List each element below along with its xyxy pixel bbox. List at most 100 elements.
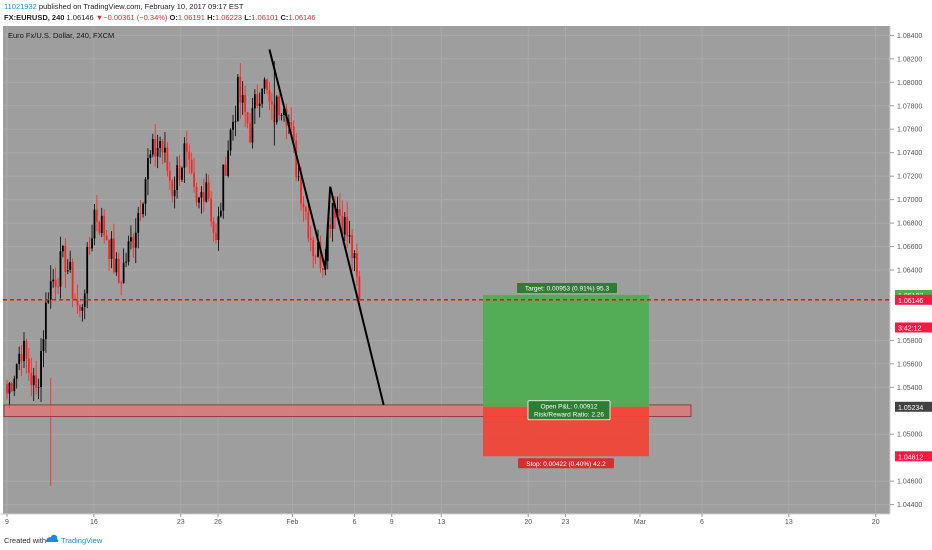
candle-body bbox=[8, 383, 11, 394]
candle-body bbox=[304, 207, 307, 212]
trendline bbox=[324, 186, 332, 269]
price-change: −0.00361 (−0.34%) bbox=[103, 13, 168, 22]
candle-body bbox=[166, 147, 169, 171]
candle-body bbox=[27, 358, 30, 373]
candle-body bbox=[202, 191, 205, 202]
ohlc-line: FX:EURUSD, 240 1.06146 ▼−0.00361 (−0.34%… bbox=[4, 13, 316, 22]
target-label-box bbox=[517, 282, 617, 293]
candle-body bbox=[210, 198, 213, 222]
price-tick-label: 1.04600 bbox=[897, 479, 922, 486]
price-axis-ticks: 1.08400 1.08200 1.08000 1.07800 1.07600 1.074… bbox=[890, 33, 922, 509]
candle-body bbox=[161, 141, 164, 153]
risk-reward-label: Risk/Reward Ratio: 2.26 bbox=[534, 411, 604, 418]
support-zone bbox=[3, 404, 692, 418]
candle-body bbox=[117, 258, 120, 283]
candle-body bbox=[18, 353, 21, 364]
pnl-box bbox=[527, 400, 611, 421]
candle-body bbox=[69, 261, 72, 271]
candle-body bbox=[47, 299, 50, 303]
candle-body bbox=[227, 150, 230, 176]
last-price: 1.06146 bbox=[66, 13, 94, 22]
price-label: 3:42:12 bbox=[898, 325, 921, 332]
price-chart[interactable]: Euro Fx/U.S. Dollar, 240, FXCM Target: 0.… bbox=[0, 26, 932, 526]
candle-body bbox=[30, 372, 33, 386]
candle-body bbox=[275, 96, 278, 123]
candle-body bbox=[343, 216, 346, 235]
candle-body bbox=[302, 203, 305, 208]
candle-body bbox=[13, 378, 16, 392]
candle-body bbox=[188, 151, 191, 160]
candle-body bbox=[309, 238, 312, 240]
candle-body bbox=[110, 238, 113, 259]
candle-body bbox=[120, 282, 123, 284]
candle-body bbox=[42, 339, 45, 351]
candle-body bbox=[10, 383, 13, 392]
candle-body bbox=[35, 375, 38, 388]
candle-body bbox=[156, 147, 159, 157]
candle-body bbox=[207, 182, 210, 199]
candle-body bbox=[219, 210, 222, 217]
price-tick-label: 1.08000 bbox=[897, 80, 922, 87]
low-value: 1.06101 bbox=[251, 13, 279, 22]
down-arrow-icon: ▼ bbox=[95, 13, 104, 22]
tradingview-logo-icon[interactable] bbox=[45, 533, 59, 545]
candle-body bbox=[178, 165, 181, 180]
candle-body bbox=[232, 121, 234, 130]
candle-body bbox=[149, 154, 152, 159]
candle-body bbox=[356, 253, 358, 277]
candle-body bbox=[130, 237, 132, 242]
time-tick-label: Mar bbox=[634, 519, 647, 526]
price-axis bbox=[890, 26, 932, 526]
candle-body bbox=[329, 224, 332, 229]
candle-body bbox=[251, 108, 254, 143]
candle-body bbox=[6, 384, 8, 394]
candle-body bbox=[132, 237, 135, 248]
candle-body bbox=[173, 190, 176, 197]
target-label: Target: 0.00953 (0.91%) 95.3 bbox=[525, 285, 610, 292]
candle-body bbox=[280, 115, 283, 116]
price-tick-label: 1.05600 bbox=[897, 361, 922, 368]
candle-body bbox=[139, 213, 142, 215]
candle-body bbox=[358, 276, 361, 300]
created-with-label: Created with bbox=[4, 536, 47, 545]
price-label-box bbox=[895, 451, 932, 462]
candle-body bbox=[137, 213, 140, 233]
price-label: 1.04812 bbox=[898, 454, 923, 461]
candle-body bbox=[198, 197, 200, 203]
time-tick-label: 6 bbox=[700, 519, 704, 526]
time-tick-label: 9 bbox=[390, 519, 394, 526]
candle-body bbox=[144, 179, 147, 204]
chart-title: Euro Fx/U.S. Dollar, 240, FXCM bbox=[8, 31, 114, 40]
low-label: L: bbox=[244, 13, 252, 22]
price-tick-label: 1.06400 bbox=[897, 268, 922, 275]
price-tick-label: 1.07800 bbox=[897, 103, 922, 110]
candle-body bbox=[76, 300, 79, 306]
candle-body bbox=[244, 95, 247, 113]
stop-label-box bbox=[518, 458, 614, 469]
candle-body bbox=[32, 375, 35, 386]
candle-body bbox=[290, 122, 293, 127]
tradingview-link[interactable]: TradingView bbox=[61, 536, 103, 545]
candle-body bbox=[168, 170, 171, 181]
author-link[interactable]: 11021932 bbox=[4, 2, 37, 11]
candle-body bbox=[105, 235, 108, 241]
candle-body bbox=[125, 261, 127, 263]
price-tick-label: 1.05400 bbox=[897, 385, 922, 392]
target-zone bbox=[483, 294, 649, 407]
candle-body bbox=[52, 279, 55, 282]
candle-body bbox=[212, 221, 215, 233]
candle-body bbox=[295, 140, 298, 177]
candle-body bbox=[91, 238, 93, 249]
candle-body bbox=[20, 353, 23, 362]
candle-body bbox=[86, 247, 89, 294]
candle-body bbox=[256, 94, 259, 106]
candle-body bbox=[134, 232, 137, 248]
candle-body bbox=[71, 261, 74, 299]
open-pnl-label: Open P&L: 0.00912 bbox=[540, 403, 597, 410]
candle-body bbox=[353, 253, 356, 259]
stop-label: Stop: 0.00422 (0.40%) 42.2 bbox=[526, 461, 606, 468]
candle-body bbox=[164, 147, 166, 153]
candle-body bbox=[263, 79, 266, 89]
candle-body bbox=[236, 76, 239, 122]
time-tick-label: 20 bbox=[872, 519, 880, 526]
